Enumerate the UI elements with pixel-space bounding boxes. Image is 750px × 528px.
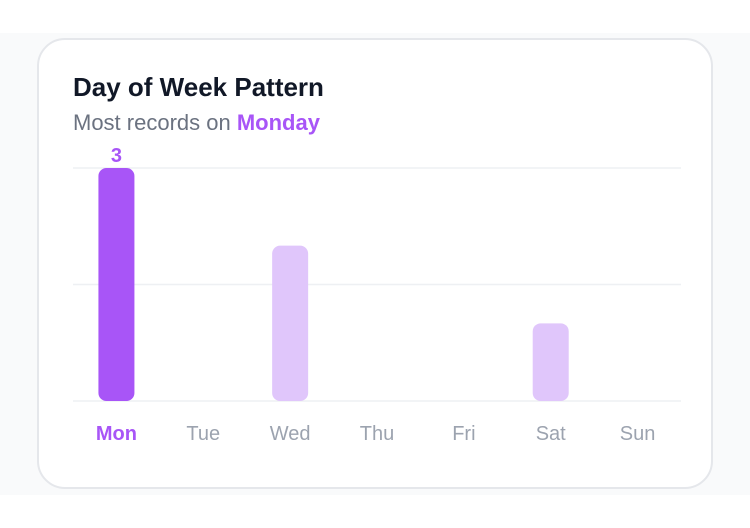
category-label-tue: Tue <box>186 423 220 445</box>
subtitle-highlight-day: Monday <box>236 110 320 135</box>
bar-wed <box>272 245 309 401</box>
day-of-week-chart: 3 Mon Tue Wed Thu Fri Sat Sun <box>73 145 681 445</box>
bar-mon <box>98 168 135 401</box>
category-label-thu: Thu <box>360 423 394 445</box>
grid-lines <box>73 167 681 402</box>
category-label-sun: Sun <box>620 423 656 445</box>
card-title: Day of Week Pattern <box>73 72 324 102</box>
bars <box>98 168 569 401</box>
card-subtitle: Most records on Monday <box>73 110 320 136</box>
category-label-fri: Fri <box>452 423 475 445</box>
category-labels: Mon Tue Wed Thu Fri Sat Sun <box>96 423 655 445</box>
category-label-sat: Sat <box>536 423 566 445</box>
day-of-week-card: Day of Week Pattern Most records on Mond… <box>37 38 713 489</box>
value-labels: 3 <box>111 145 122 167</box>
bar-sat <box>532 323 569 401</box>
category-label-wed: Wed <box>270 423 311 445</box>
category-label-mon: Mon <box>96 423 137 445</box>
value-label-mon: 3 <box>111 145 122 167</box>
subtitle-prefix: Most records on <box>73 110 237 135</box>
